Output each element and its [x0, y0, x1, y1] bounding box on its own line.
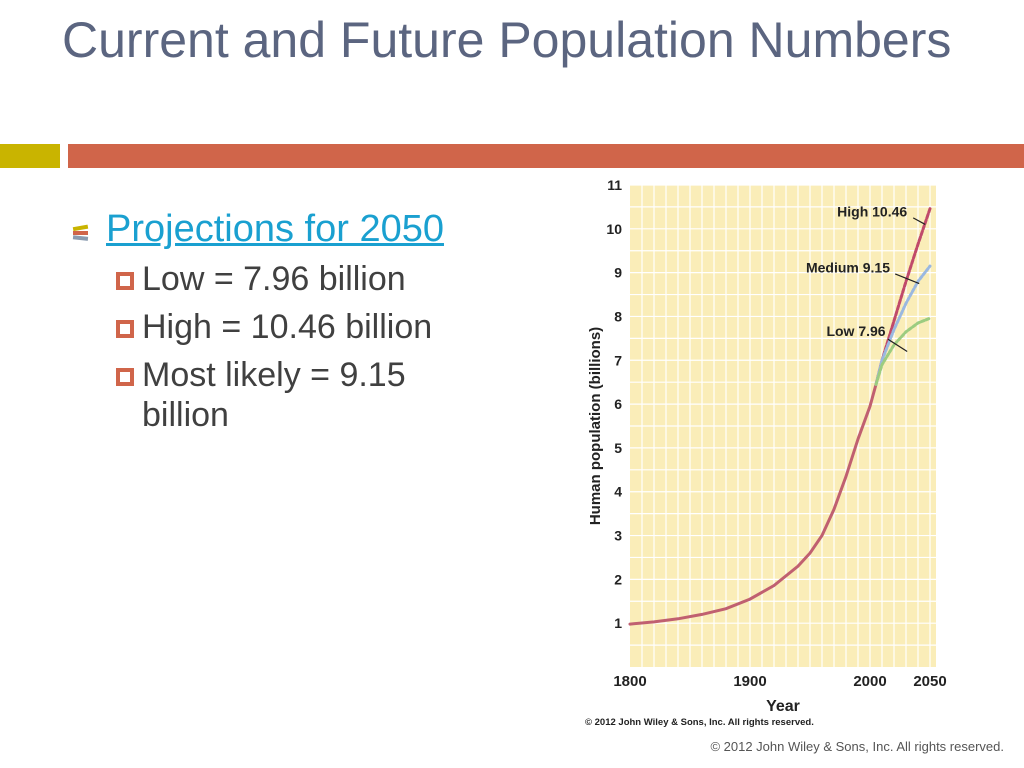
population-chart: 1 2 3 4 5 6 7 8 9 10 11 1800 1900 2000 2050 Year Human p…: [585, 180, 947, 728]
accent-block: [0, 144, 60, 168]
sub-bullet-text: High = 10.46 billion: [142, 308, 433, 346]
sub-bullet-likely: Most likely = 9.15 billion: [70, 355, 442, 435]
footer-copyright: © 2012 John Wiley & Sons, Inc. All right…: [710, 739, 1004, 754]
annotation-medium: Medium 9.15: [806, 260, 890, 276]
series-low-line: [874, 316, 932, 386]
y-tick-label: 1: [614, 615, 622, 631]
y-axis-label: Human population (billions): [587, 327, 604, 525]
series-historical-line: [628, 382, 878, 626]
y-tick-label: 10: [606, 221, 622, 237]
y-tick-label: 9: [614, 265, 622, 281]
y-tick-label: 5: [614, 440, 622, 456]
x-tick-label: 1800: [613, 673, 646, 690]
sub-bullet-text: Low = 7.96 billion: [142, 260, 406, 298]
chart-credit: © 2012 John Wiley & Sons, Inc. All right…: [585, 717, 814, 728]
y-tick-label: 11: [607, 180, 622, 193]
accent-bar: [68, 144, 1024, 168]
y-tick-label: 3: [614, 528, 622, 544]
x-tick-label: 2000: [853, 673, 886, 690]
sub-bullet-text: Most likely = 9.15 billion: [142, 356, 406, 434]
annotation-leader-line: [894, 273, 920, 285]
slide-title: Current and Future Population Numbers: [62, 12, 952, 68]
square-bullet-icon: [116, 272, 134, 290]
annotation-leader-line: [912, 217, 926, 225]
book-stack-icon: [72, 224, 89, 241]
annotation-high: High 10.46: [837, 204, 907, 220]
projections-link[interactable]: Projections for 2050: [106, 208, 444, 250]
x-axis-label: Year: [766, 698, 800, 715]
x-tick-label: 2050: [913, 673, 946, 690]
square-bullet-icon: [116, 320, 134, 338]
y-tick-label: 2: [614, 571, 622, 587]
bullet-level1: Projections for 2050: [70, 208, 510, 251]
y-tick-label: 8: [614, 308, 622, 324]
annotation-low: Low 7.96: [826, 323, 885, 339]
bullet-list: Projections for 2050 Low = 7.96 billion …: [70, 208, 510, 435]
y-tick-label: 6: [614, 396, 622, 412]
annotation-leader-line: [887, 338, 908, 353]
y-tick-label: 4: [614, 484, 622, 500]
sub-bullet-high: High = 10.46 billion: [70, 307, 442, 347]
sub-bullet-low: Low = 7.96 billion: [70, 259, 442, 299]
x-tick-label: 1900: [733, 673, 766, 690]
square-bullet-icon: [116, 368, 134, 386]
y-tick-label: 7: [614, 352, 622, 368]
